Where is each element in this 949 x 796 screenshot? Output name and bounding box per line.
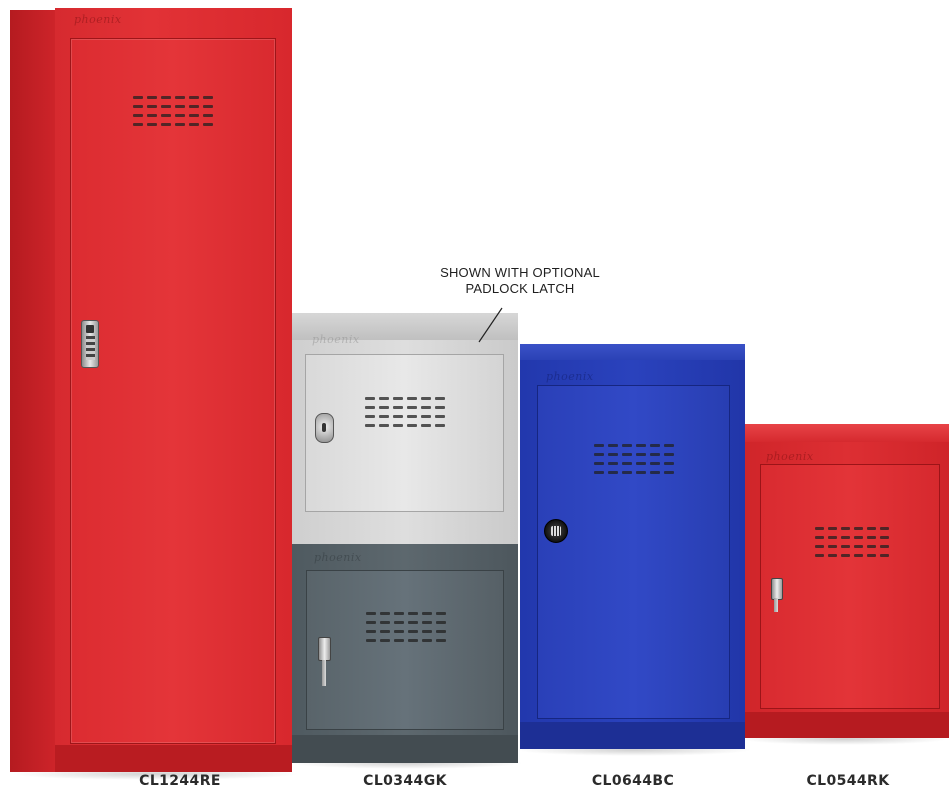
brand-logo: phoenix	[314, 551, 362, 564]
vent-grille	[594, 444, 674, 474]
cube-door	[760, 464, 940, 709]
cube-door-upper	[305, 354, 504, 512]
vent-grille	[366, 612, 446, 642]
key-icon	[322, 660, 326, 686]
brand-logo: phoenix	[312, 333, 360, 346]
brand-logo: phoenix	[546, 370, 594, 383]
digital-keypad-lock-icon	[81, 320, 99, 368]
locker-top-face	[520, 344, 745, 362]
vent-grille	[365, 397, 445, 427]
product-code-label: CL1244RE	[139, 773, 221, 789]
cube-door-lower	[306, 570, 504, 730]
brand-logo: phoenix	[766, 450, 814, 463]
cube-top-face	[745, 424, 949, 444]
cube-top-face	[292, 313, 518, 343]
vent-grille	[815, 527, 889, 557]
combination-lock-icon	[544, 519, 568, 543]
product-code-label: CL0544RK	[806, 773, 890, 789]
locker-plinth	[520, 722, 745, 749]
padlock-latch-icon	[315, 413, 334, 443]
locker-door	[537, 385, 730, 719]
locker-plinth	[55, 745, 292, 772]
locker-plinth	[745, 712, 949, 738]
product-code-label: CL0344GK	[363, 773, 447, 789]
locker-plinth	[292, 735, 518, 763]
annotation-leader-line	[478, 307, 503, 343]
annotation-line-1: SHOWN WITH OPTIONAL	[440, 265, 600, 280]
annotation-text: SHOWN WITH OPTIONAL PADLOCK LATCH	[412, 265, 628, 297]
vent-grille	[133, 96, 213, 126]
locker-door	[70, 38, 276, 744]
key-lock-icon	[318, 637, 331, 661]
product-code-label: CL0644BC	[591, 773, 675, 789]
annotation-line-2: PADLOCK LATCH	[465, 281, 575, 296]
brand-logo: phoenix	[74, 13, 122, 26]
key-lock-icon	[771, 578, 783, 600]
key-icon	[774, 598, 778, 612]
